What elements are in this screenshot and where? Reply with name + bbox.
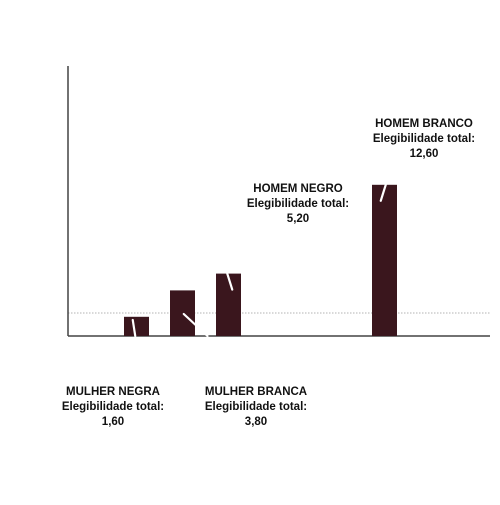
annotation-homem-branco-name: HOMEM BRANCO — [375, 118, 473, 130]
annotation-homem-branco-value-text: 12,60 — [410, 148, 439, 160]
bar-mulher-negra — [124, 316, 149, 336]
bars-group — [124, 184, 397, 336]
annotation-homem-negro-value-text: 5,20 — [287, 213, 309, 225]
bar-homem-negro — [216, 273, 241, 336]
annotation-mulher-branca: MULHER BRANCA Elegibilidade total: 3,80 — [205, 386, 307, 428]
annotation-mulher-branca-name: MULHER BRANCA — [205, 386, 307, 398]
annotation-homem-branco: HOMEM BRANCO Elegibilidade total: 12,60 — [373, 118, 475, 160]
accent-mark-homem-negro — [226, 272, 234, 291]
annotation-mulher-branca-value-text: 3,80 — [245, 416, 267, 428]
annotation-homem-negro: HOMEM NEGRO Elegibilidade total: 5,20 — [247, 183, 349, 225]
annotation-mulher-negra: MULHER NEGRA Elegibilidade total: 1,60 — [62, 386, 164, 428]
accent-marks-group — [131, 183, 387, 338]
annotation-mulher-negra-line2: Elegibilidade total: — [62, 401, 164, 413]
annotation-homem-negro-name: HOMEM NEGRO — [253, 183, 343, 195]
accent-mark-mulher-branca — [182, 312, 209, 338]
annotation-mulher-branca-line2: Elegibilidade total: — [205, 401, 307, 413]
bar-mulher-branca — [170, 290, 195, 336]
accent-mark-mulher-negra — [131, 318, 137, 338]
annotation-homem-negro-line2: Elegibilidade total: — [247, 198, 349, 210]
annotation-mulher-negra-value-text: 1,60 — [102, 416, 124, 428]
bar-homem-branco — [372, 184, 397, 336]
annotation-homem-branco-line2: Elegibilidade total: — [373, 133, 475, 145]
annotation-mulher-negra-name: MULHER NEGRA — [66, 386, 160, 398]
accent-mark-homem-branco — [379, 183, 387, 202]
